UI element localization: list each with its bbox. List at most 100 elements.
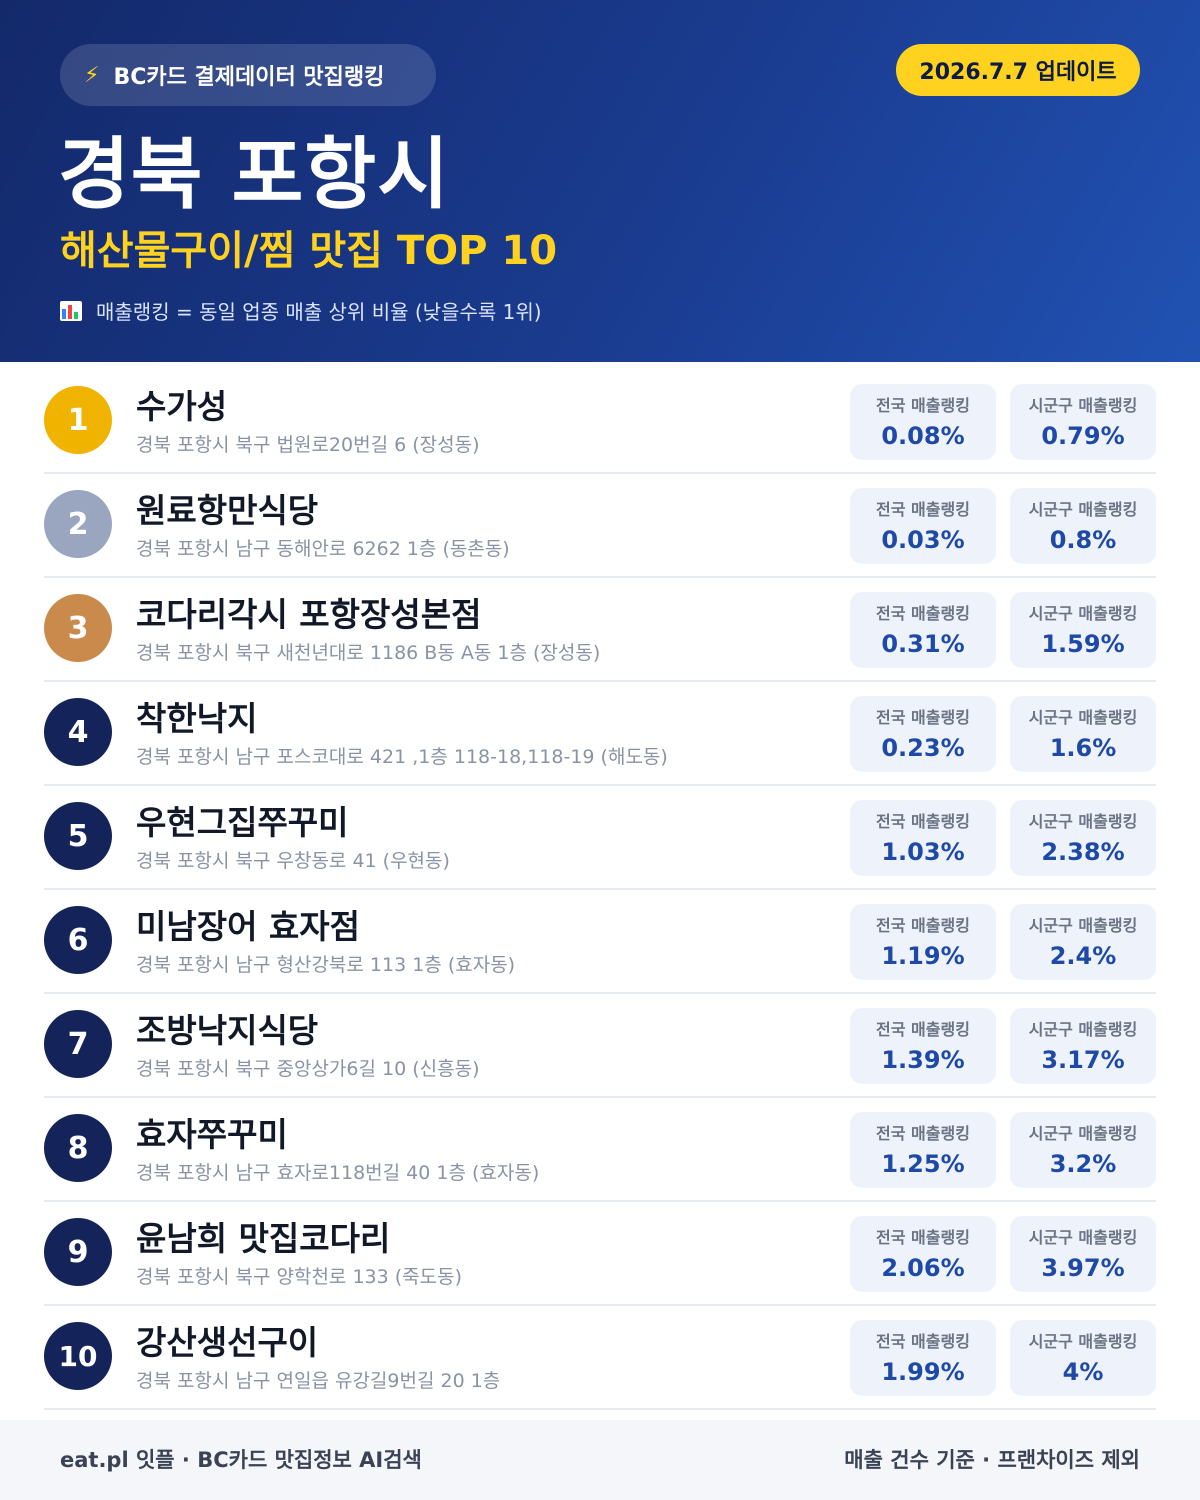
national-ranking-value: 0.23%: [881, 734, 965, 762]
local-ranking-box: 시군구 매출랭킹 4%: [1010, 1320, 1156, 1396]
local-ranking-box: 시군구 매출랭킹 3.97%: [1010, 1216, 1156, 1292]
restaurant-address: 경북 포항시 북구 중앙상가6길 10 (신흥동): [136, 1058, 480, 1080]
national-ranking-box: 전국 매출랭킹 0.23%: [850, 696, 996, 772]
restaurant-address: 경북 포항시 북구 법원로20번길 6 (장성동): [136, 434, 480, 456]
national-ranking-box: 전국 매출랭킹 1.99%: [850, 1320, 996, 1396]
restaurant-address: 경북 포항시 남구 연일읍 유강길9번길 20 1층: [136, 1370, 501, 1392]
restaurant-address: 경북 포항시 남구 포스코대로 421 ,1층 118-18,118-19 (해…: [136, 746, 668, 768]
footer-source: eat.pl 잇플 · BC카드 맛집정보 AI검색: [60, 1448, 422, 1472]
local-ranking-label: 시군구 매출랭킹: [1028, 604, 1138, 623]
local-ranking-value: 1.59%: [1041, 630, 1125, 658]
national-ranking-value: 1.39%: [881, 1046, 965, 1074]
update-badge: 2026.7.7 업데이트: [896, 44, 1140, 96]
local-ranking-value: 4%: [1062, 1358, 1104, 1386]
local-ranking-box: 시군구 매출랭킹 0.8%: [1010, 488, 1156, 564]
footer: eat.pl 잇플 · BC카드 맛집정보 AI검색 매출 건수 기준 · 프랜…: [0, 1420, 1200, 1500]
restaurant-address: 경북 포항시 북구 우창동로 41 (우현동): [136, 850, 450, 872]
restaurant-address: 경북 포항시 남구 효자로118번길 40 1층 (효자동): [136, 1162, 540, 1184]
national-ranking-label: 전국 매출랭킹: [876, 1332, 970, 1351]
bar-chart-icon: [60, 300, 82, 321]
list-item[interactable]: 6 미남장어 효자점 경북 포항시 남구 형산강북로 113 1층 (효자동) 전국 …: [44, 890, 1156, 994]
page-title: 경북 포항시: [58, 130, 450, 220]
local-ranking-value: 3.97%: [1041, 1254, 1125, 1282]
source-label: BC카드 결제데이터 맛집랭킹: [113, 65, 385, 90]
rank-badge: 1: [44, 386, 112, 454]
local-ranking-box: 시군구 매출랭킹 1.59%: [1010, 592, 1156, 668]
header-banner: ⚡ BC카드 결제데이터 맛집랭킹 2026.7.7 업데이트 경북 포항시 해…: [0, 0, 1200, 362]
rank-badge: 7: [44, 1010, 112, 1078]
rank-badge: 5: [44, 802, 112, 870]
national-ranking-box: 전국 매출랭킹 2.06%: [850, 1216, 996, 1292]
national-ranking-value: 1.25%: [881, 1150, 965, 1178]
local-ranking-label: 시군구 매출랭킹: [1028, 1124, 1138, 1143]
local-ranking-label: 시군구 매출랭킹: [1028, 812, 1138, 831]
national-ranking-label: 전국 매출랭킹: [876, 708, 970, 727]
legend-text: 매출랭킹 = 동일 업종 매출 상위 비율 (낮을수록 1위): [96, 300, 542, 324]
local-ranking-box: 시군구 매출랭킹 3.17%: [1010, 1008, 1156, 1084]
restaurant-name[interactable]: 착한낙지: [136, 699, 258, 738]
rank-badge: 8: [44, 1114, 112, 1182]
local-ranking-label: 시군구 매출랭킹: [1028, 1332, 1138, 1351]
restaurant-address: 경북 포항시 남구 형산강북로 113 1층 (효자동): [136, 954, 516, 976]
national-ranking-box: 전국 매출랭킹 1.19%: [850, 904, 996, 980]
local-ranking-label: 시군구 매출랭킹: [1028, 708, 1138, 727]
source-badge: ⚡ BC카드 결제데이터 맛집랭킹: [60, 44, 436, 106]
local-ranking-box: 시군구 매출랭킹 2.4%: [1010, 904, 1156, 980]
national-ranking-value: 1.19%: [881, 942, 965, 970]
local-ranking-value: 2.38%: [1041, 838, 1125, 866]
list-item[interactable]: 2 원료항만식당 경북 포항시 남구 동해안로 6262 1층 (동촌동) 전국 매출…: [44, 474, 1156, 578]
restaurant-name[interactable]: 미남장어 효자점: [136, 907, 361, 946]
local-ranking-box: 시군구 매출랭킹 1.6%: [1010, 696, 1156, 772]
national-ranking-value: 1.99%: [881, 1358, 965, 1386]
restaurant-name[interactable]: 수가성: [136, 387, 228, 426]
list-item[interactable]: 8 효자쭈꾸미 경북 포항시 남구 효자로118번길 40 1층 (효자동) 전국 매…: [44, 1098, 1156, 1202]
local-ranking-value: 2.4%: [1049, 942, 1117, 970]
national-ranking-value: 0.03%: [881, 526, 965, 554]
national-ranking-label: 전국 매출랭킹: [876, 396, 970, 415]
rank-badge: 3: [44, 594, 112, 662]
lightning-bolt-icon: ⚡: [84, 62, 100, 88]
rank-badge: 10: [44, 1322, 112, 1390]
national-ranking-value: 0.08%: [881, 422, 965, 450]
national-ranking-box: 전국 매출랭킹 0.08%: [850, 384, 996, 460]
local-ranking-label: 시군구 매출랭킹: [1028, 500, 1138, 519]
local-ranking-value: 0.8%: [1049, 526, 1117, 554]
local-ranking-label: 시군구 매출랭킹: [1028, 916, 1138, 935]
local-ranking-label: 시군구 매출랭킹: [1028, 396, 1138, 415]
local-ranking-box: 시군구 매출랭킹 3.2%: [1010, 1112, 1156, 1188]
national-ranking-label: 전국 매출랭킹: [876, 500, 970, 519]
restaurant-name[interactable]: 조방낙지식당: [136, 1011, 319, 1050]
national-ranking-box: 전국 매출랭킹 0.03%: [850, 488, 996, 564]
restaurant-name[interactable]: 윤남희 맛집코다리: [136, 1219, 391, 1258]
footer-note: 매출 건수 기준 · 프랜차이즈 제외: [844, 1448, 1140, 1472]
national-ranking-value: 2.06%: [881, 1254, 965, 1282]
rank-badge: 9: [44, 1218, 112, 1286]
restaurant-name[interactable]: 원료항만식당: [136, 491, 319, 530]
restaurant-name[interactable]: 코다리각시 포항장성본점: [136, 595, 482, 634]
local-ranking-box: 시군구 매출랭킹 2.38%: [1010, 800, 1156, 876]
list-item[interactable]: 3 코다리각시 포항장성본점 경북 포항시 북구 새천년대로 1186 B동 A동 …: [44, 578, 1156, 682]
national-ranking-box: 전국 매출랭킹 1.39%: [850, 1008, 996, 1084]
ranking-legend: 매출랭킹 = 동일 업종 매출 상위 비율 (낮을수록 1위): [60, 296, 542, 325]
local-ranking-value: 0.79%: [1041, 422, 1125, 450]
local-ranking-box: 시군구 매출랭킹 0.79%: [1010, 384, 1156, 460]
national-ranking-box: 전국 매출랭킹 0.31%: [850, 592, 996, 668]
national-ranking-label: 전국 매출랭킹: [876, 1228, 970, 1247]
restaurant-address: 경북 포항시 북구 양학천로 133 (죽도동): [136, 1266, 463, 1288]
local-ranking-value: 3.17%: [1041, 1046, 1125, 1074]
national-ranking-value: 0.31%: [881, 630, 965, 658]
national-ranking-value: 1.03%: [881, 838, 965, 866]
rank-badge: 2: [44, 490, 112, 558]
national-ranking-label: 전국 매출랭킹: [876, 1020, 970, 1039]
rank-badge: 4: [44, 698, 112, 766]
restaurant-name[interactable]: 강산생선구이: [136, 1323, 319, 1362]
restaurant-name[interactable]: 우현그집쭈꾸미: [136, 803, 349, 842]
restaurant-name[interactable]: 효자쭈꾸미: [136, 1115, 288, 1154]
list-item[interactable]: 5 우현그집쭈꾸미 경북 포항시 북구 우창동로 41 (우현동) 전국 매출랭킹 1.…: [44, 786, 1156, 890]
